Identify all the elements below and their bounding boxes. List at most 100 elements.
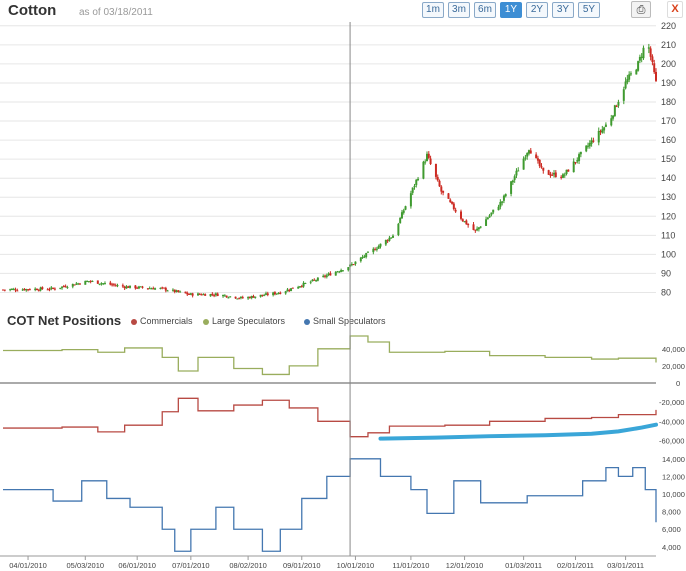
candle-down (111, 284, 114, 286)
candle-up (477, 227, 480, 230)
candle-down (241, 297, 244, 299)
candle-up (399, 217, 402, 224)
highlight-line (378, 422, 658, 441)
candle-up (102, 283, 105, 285)
candle-up (597, 130, 600, 143)
candle-up (100, 283, 103, 285)
candle-up (179, 291, 182, 293)
candle-up (91, 280, 94, 282)
candle-up (50, 287, 53, 290)
candle-up (647, 47, 650, 49)
candle-down (461, 219, 464, 222)
candle-up (513, 176, 516, 180)
candle-down (188, 293, 191, 295)
price-tick-label: 90 (661, 268, 671, 278)
candle-down (112, 284, 115, 286)
range-button-1m[interactable]: 1m (422, 2, 444, 18)
candle-down (64, 286, 67, 288)
x-tick-label: 08/02/2010 (229, 561, 267, 570)
candle-down (109, 282, 112, 285)
price-tick-label: 100 (661, 249, 676, 259)
commercials-line (3, 397, 657, 438)
candle-up (492, 209, 495, 213)
small-spec-tick-label: 6,000 (662, 525, 681, 534)
range-button-5y[interactable]: 5Y (578, 2, 600, 18)
candle-up (375, 248, 378, 250)
candle-up (587, 145, 590, 147)
candle-up (59, 287, 62, 289)
candle-up (426, 153, 429, 162)
candle-down (191, 293, 194, 296)
candle-up (604, 124, 607, 127)
candle-up (624, 81, 627, 89)
candle-up (522, 158, 525, 170)
candle-up (341, 270, 344, 272)
candle-up (499, 201, 502, 207)
candle-down (300, 286, 303, 288)
candle-down (465, 220, 468, 225)
candle-up (322, 275, 325, 278)
price-tick-label: 180 (661, 97, 676, 107)
candle-down (248, 297, 251, 299)
candle-up (488, 215, 491, 218)
candle-up (159, 287, 162, 289)
candle-up (413, 185, 416, 187)
candle-down (177, 290, 180, 292)
x-tick-label: 06/01/2010 (118, 561, 156, 570)
candle-down (238, 298, 241, 300)
legend-small-speculators: Small Speculators (304, 316, 386, 326)
range-button-3m[interactable]: 3m (448, 2, 470, 18)
candle-up (209, 294, 212, 297)
candle-up (354, 261, 357, 265)
candle-down (554, 172, 557, 178)
candle-up (397, 223, 400, 236)
candle-down (48, 289, 51, 291)
price-tick-label: 120 (661, 211, 676, 221)
price-tick-label: 170 (661, 116, 676, 126)
x-tick-label: 05/03/2010 (67, 561, 105, 570)
candle-up (311, 279, 314, 282)
price-tick-label: 150 (661, 154, 676, 164)
range-button-6m[interactable]: 6m (474, 2, 496, 18)
candle-up (227, 297, 230, 299)
small-spec-tick-label: 14,000 (662, 455, 685, 464)
candle-down (252, 296, 255, 298)
candle-up (612, 115, 615, 119)
candle-up (316, 277, 319, 281)
candle-up (290, 288, 293, 291)
candle-down (198, 293, 201, 295)
candle-up (264, 293, 267, 295)
candle-down (535, 154, 538, 158)
candle-down (449, 199, 452, 203)
candle-up (103, 283, 106, 285)
candle-up (411, 187, 414, 193)
candle-down (655, 71, 657, 81)
candle-down (429, 158, 432, 165)
range-button-3y[interactable]: 3Y (552, 2, 574, 18)
range-button-2y[interactable]: 2Y (526, 2, 548, 18)
candle-up (576, 160, 579, 162)
legend-dot (131, 318, 137, 325)
candle-up (175, 290, 178, 292)
candle-up (116, 285, 119, 287)
candle-up (402, 210, 405, 213)
candle-down (615, 106, 618, 108)
candle-down (288, 290, 291, 292)
candle-down (141, 286, 144, 288)
candle-up (388, 237, 391, 241)
candle-down (279, 292, 282, 294)
candle-down (27, 289, 30, 291)
close-button[interactable]: X (667, 1, 683, 18)
candle-up (603, 127, 606, 131)
candle-up (223, 295, 226, 297)
candle-up (617, 101, 620, 106)
legend-large-speculators: Large Speculators (203, 316, 285, 326)
print-button[interactable]: ⎙ (631, 1, 651, 18)
candle-up (334, 271, 337, 276)
candle-up (61, 286, 64, 288)
candle-down (161, 287, 164, 289)
candle-up (515, 170, 518, 176)
candle-down (440, 186, 443, 192)
range-button-1y[interactable]: 1Y (500, 2, 522, 18)
candle-down (211, 293, 214, 295)
